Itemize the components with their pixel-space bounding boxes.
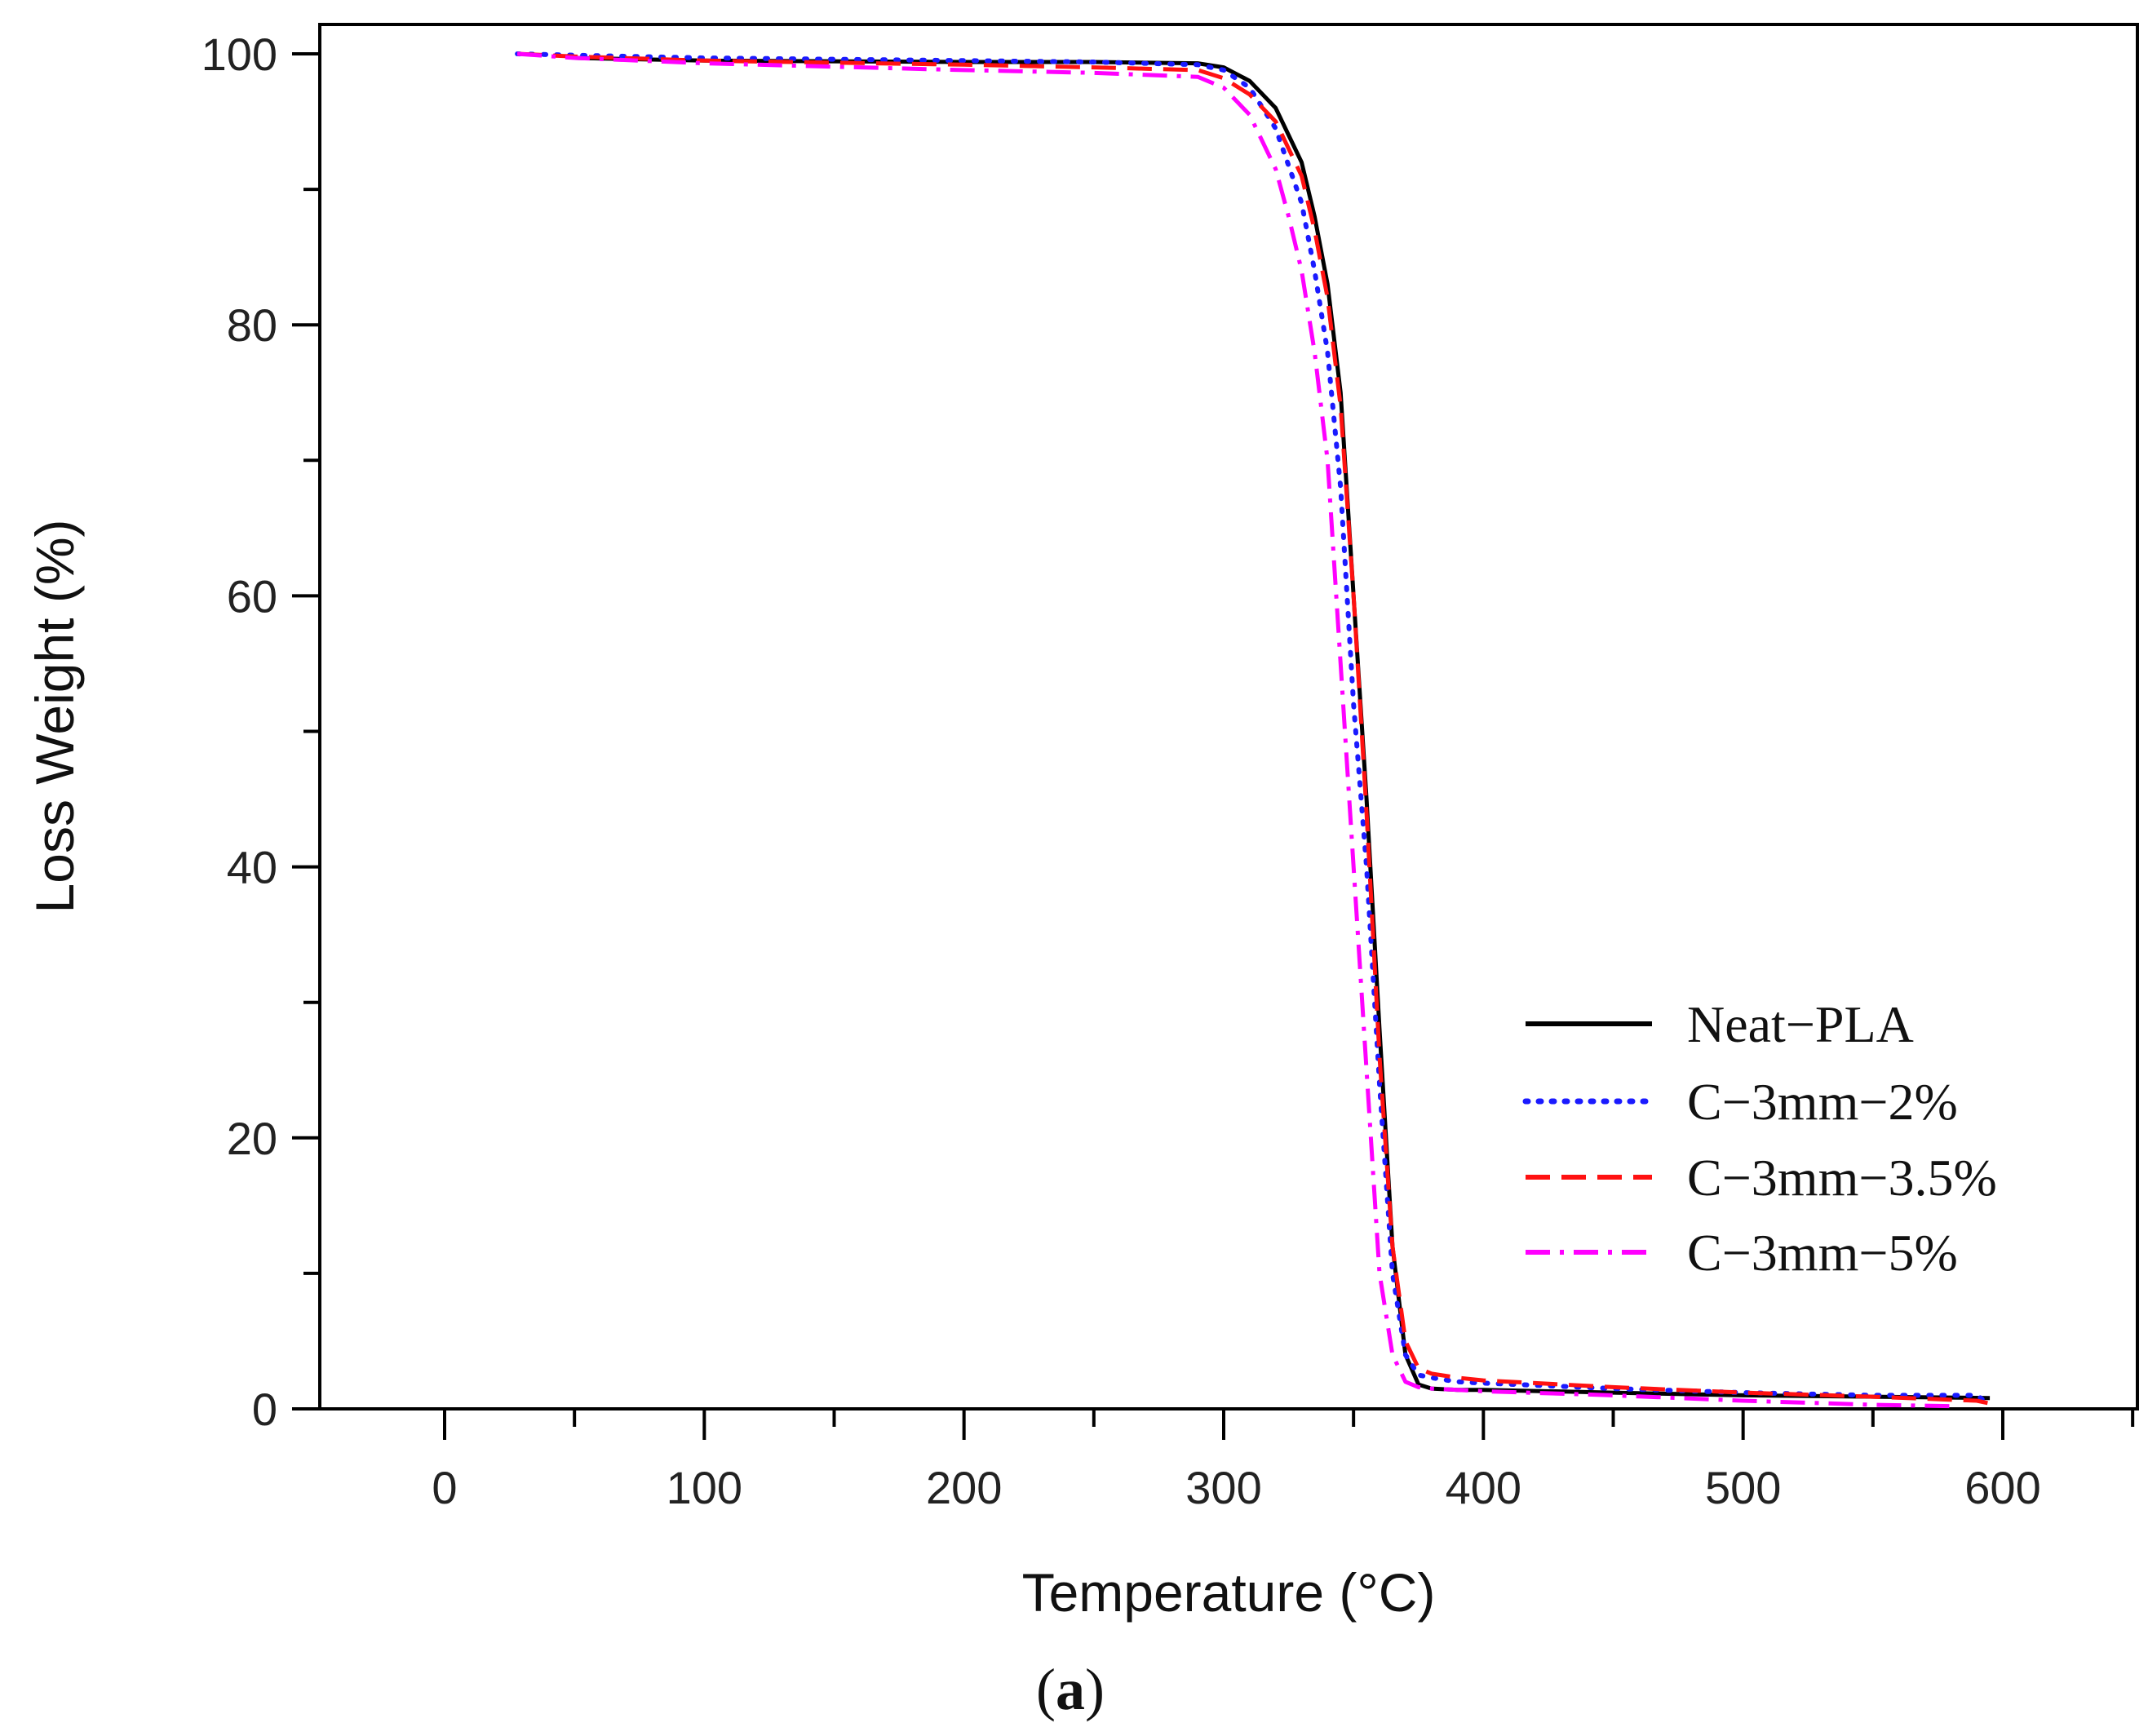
legend-label-1: Neat−PLA [1687, 995, 1914, 1053]
series-line-2 [515, 51, 1993, 1407]
panel-label-letter: a [1056, 1657, 1085, 1722]
x-tick-label-600: 600 [1964, 1462, 2040, 1513]
y-tick-label-0: 0 [252, 1384, 277, 1435]
legend-label-2: C−3mm−2% [1687, 1073, 1958, 1131]
y-tick-label-100: 100 [202, 29, 277, 80]
plot-frame [318, 23, 2139, 1410]
panel-label: (a) [1036, 1657, 1105, 1722]
series-line-4 [516, 51, 1951, 1409]
series-layer [515, 51, 1993, 1409]
y-axis-title: Loss Weight (%) [24, 520, 85, 914]
y-tick-label-40: 40 [227, 842, 277, 893]
legend-label-3: C−3mm−3.5% [1687, 1149, 1997, 1207]
y-axis-ticks: 0 20 40 60 80 100 [202, 29, 320, 1435]
legend-label-4: C−3mm−5% [1687, 1224, 1958, 1282]
y-tick-label-80: 80 [227, 299, 277, 351]
x-tick-label-0: 0 [432, 1462, 457, 1513]
y-tick-label-60: 60 [227, 570, 277, 622]
y-tick-label-20: 20 [227, 1113, 277, 1164]
x-tick-label-500: 500 [1705, 1462, 1781, 1513]
x-tick-label-200: 200 [926, 1462, 1002, 1513]
x-tick-label-400: 400 [1446, 1462, 1521, 1513]
panel-label-close: ) [1085, 1657, 1105, 1722]
x-axis-ticks: 0 100 200 300 400 500 600 [432, 1409, 2135, 1513]
x-tick-label-300: 300 [1185, 1462, 1261, 1513]
panel-label-open: ( [1036, 1657, 1056, 1722]
legend: Neat−PLA C−3mm−2% C−3mm−3.5% C−3mm−5% [1522, 995, 1997, 1282]
x-axis-title: Temperature (°C) [1022, 1562, 1436, 1623]
series-line-3 [516, 51, 1991, 1406]
x-tick-label-100: 100 [667, 1462, 742, 1513]
